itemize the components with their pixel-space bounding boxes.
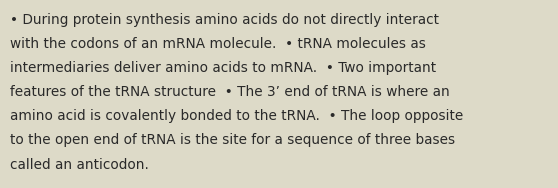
Text: with the codons of an mRNA molecule.  • tRNA molecules as: with the codons of an mRNA molecule. • t… (10, 37, 426, 51)
Text: amino acid is covalently bonded to the tRNA.  • The loop opposite: amino acid is covalently bonded to the t… (10, 109, 463, 123)
Text: features of the tRNA structure  • The 3’ end of tRNA is where an: features of the tRNA structure • The 3’ … (10, 85, 450, 99)
Text: • During protein synthesis amino acids do not directly interact: • During protein synthesis amino acids d… (10, 13, 439, 27)
Text: called an anticodon.: called an anticodon. (10, 158, 149, 171)
Text: to the open end of tRNA is the site for a sequence of three bases: to the open end of tRNA is the site for … (10, 133, 455, 147)
Text: intermediaries deliver amino acids to mRNA.  • Two important: intermediaries deliver amino acids to mR… (10, 61, 436, 75)
